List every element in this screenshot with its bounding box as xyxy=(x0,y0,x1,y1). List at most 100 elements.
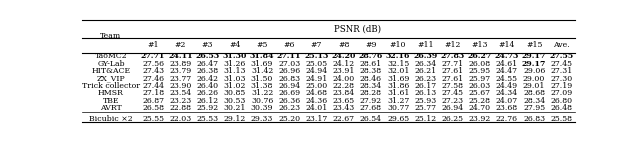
Text: 26.38: 26.38 xyxy=(196,67,219,75)
Text: #10: #10 xyxy=(390,41,406,49)
Text: #7: #7 xyxy=(311,41,322,49)
Text: 26.21: 26.21 xyxy=(414,67,436,75)
Text: 24.91: 24.91 xyxy=(305,74,328,82)
Text: Team: Team xyxy=(100,32,122,40)
Text: 27.83: 27.83 xyxy=(440,52,465,60)
Text: TBE: TBE xyxy=(103,97,119,105)
Text: 26.80: 26.80 xyxy=(550,97,572,105)
Text: 30.21: 30.21 xyxy=(223,104,246,112)
Text: 31.69: 31.69 xyxy=(387,74,409,82)
Text: 23.68: 23.68 xyxy=(496,104,518,112)
Text: #12: #12 xyxy=(444,41,461,49)
Text: 29.65: 29.65 xyxy=(387,114,409,123)
Text: 26.40: 26.40 xyxy=(196,82,219,90)
Text: 26.25: 26.25 xyxy=(442,114,463,123)
Text: 27.43: 27.43 xyxy=(142,67,164,75)
Text: 26.17: 26.17 xyxy=(414,82,436,90)
Text: 30.77: 30.77 xyxy=(387,104,409,112)
Text: 29.06: 29.06 xyxy=(523,67,545,75)
Text: #9: #9 xyxy=(365,41,376,49)
Text: 23.92: 23.92 xyxy=(468,114,491,123)
Text: 27.03: 27.03 xyxy=(278,60,300,68)
Text: 32.01: 32.01 xyxy=(387,67,409,75)
Text: 22.03: 22.03 xyxy=(169,114,191,123)
Text: #4: #4 xyxy=(229,41,241,49)
Text: 31.27: 31.27 xyxy=(387,97,409,105)
Text: 30.85: 30.85 xyxy=(223,89,246,97)
Text: 25.20: 25.20 xyxy=(278,114,300,123)
Text: 31.69: 31.69 xyxy=(251,60,273,68)
Text: HIT&ACE: HIT&ACE xyxy=(92,67,131,75)
Text: 31.61: 31.61 xyxy=(387,89,409,97)
Text: 24.36: 24.36 xyxy=(305,97,328,105)
Text: 25.58: 25.58 xyxy=(550,114,572,123)
Text: 26.48: 26.48 xyxy=(550,104,572,112)
Text: 27.61: 27.61 xyxy=(442,74,463,82)
Text: 23.77: 23.77 xyxy=(170,74,191,82)
Text: 27.45: 27.45 xyxy=(442,89,463,97)
Text: 23.79: 23.79 xyxy=(169,67,191,75)
Text: 29.01: 29.01 xyxy=(523,82,545,90)
Text: 24.34: 24.34 xyxy=(496,89,518,97)
Text: TaoMC2: TaoMC2 xyxy=(95,52,127,60)
Text: 27.30: 27.30 xyxy=(550,74,573,82)
Text: 26.12: 26.12 xyxy=(196,97,219,105)
Text: 31.03: 31.03 xyxy=(223,74,246,82)
Text: 23.17: 23.17 xyxy=(305,114,328,123)
Text: HMSR: HMSR xyxy=(98,89,124,97)
Text: 27.23: 27.23 xyxy=(442,97,463,105)
Text: 29.17: 29.17 xyxy=(522,60,547,68)
Text: 26.83: 26.83 xyxy=(278,74,300,82)
Text: AVRT: AVRT xyxy=(100,104,122,112)
Text: 28.38: 28.38 xyxy=(360,67,382,75)
Text: 26.69: 26.69 xyxy=(278,89,300,97)
Text: 26.58: 26.58 xyxy=(142,104,164,112)
Text: 31.13: 31.13 xyxy=(223,67,246,75)
Text: 26.27: 26.27 xyxy=(468,52,492,60)
Text: 26.23: 26.23 xyxy=(414,74,436,82)
Text: 24.68: 24.68 xyxy=(305,89,328,97)
Text: 28.68: 28.68 xyxy=(523,89,545,97)
Text: 26.96: 26.96 xyxy=(278,67,300,75)
Text: 25.55: 25.55 xyxy=(142,114,164,123)
Text: 24.94: 24.94 xyxy=(305,67,328,75)
Text: 24.61: 24.61 xyxy=(496,60,518,68)
Text: Ave.: Ave. xyxy=(553,41,570,49)
Text: 27.71: 27.71 xyxy=(141,52,165,60)
Text: 26.13: 26.13 xyxy=(414,89,436,97)
Text: 23.43: 23.43 xyxy=(333,104,355,112)
Text: 24.00: 24.00 xyxy=(333,74,355,82)
Text: 31.86: 31.86 xyxy=(387,82,409,90)
Text: #11: #11 xyxy=(417,41,433,49)
Text: #15: #15 xyxy=(526,41,542,49)
Text: 27.45: 27.45 xyxy=(550,60,572,68)
Text: 24.70: 24.70 xyxy=(468,104,491,112)
Text: 28.34: 28.34 xyxy=(523,97,545,105)
Text: ZX_VIP: ZX_VIP xyxy=(97,74,125,82)
Text: 25.05: 25.05 xyxy=(305,60,328,68)
Text: 26.26: 26.26 xyxy=(196,89,219,97)
Text: 24.49: 24.49 xyxy=(496,82,518,90)
Text: #1: #1 xyxy=(147,41,159,49)
Text: 27.46: 27.46 xyxy=(142,74,164,82)
Text: 31.02: 31.02 xyxy=(223,82,246,90)
Text: 27.61: 27.61 xyxy=(442,67,463,75)
Text: 24.55: 24.55 xyxy=(496,74,518,82)
Text: 27.18: 27.18 xyxy=(142,89,164,97)
Text: 26.36: 26.36 xyxy=(278,97,300,105)
Text: 26.08: 26.08 xyxy=(468,60,491,68)
Text: 28.28: 28.28 xyxy=(360,89,382,97)
Text: 24.07: 24.07 xyxy=(496,97,518,105)
Text: 27.68: 27.68 xyxy=(360,104,382,112)
Text: 27.56: 27.56 xyxy=(142,60,164,68)
Text: #6: #6 xyxy=(284,41,295,49)
Text: 27.09: 27.09 xyxy=(550,89,573,97)
Text: 27.31: 27.31 xyxy=(550,67,573,75)
Text: 29.12: 29.12 xyxy=(223,114,246,123)
Text: 26.47: 26.47 xyxy=(196,60,219,68)
Text: 23.91: 23.91 xyxy=(332,67,355,75)
Text: 27.95: 27.95 xyxy=(523,104,545,112)
Text: 27.44: 27.44 xyxy=(142,82,164,90)
Text: 26.94: 26.94 xyxy=(442,104,463,112)
Text: 26.39: 26.39 xyxy=(413,52,437,60)
